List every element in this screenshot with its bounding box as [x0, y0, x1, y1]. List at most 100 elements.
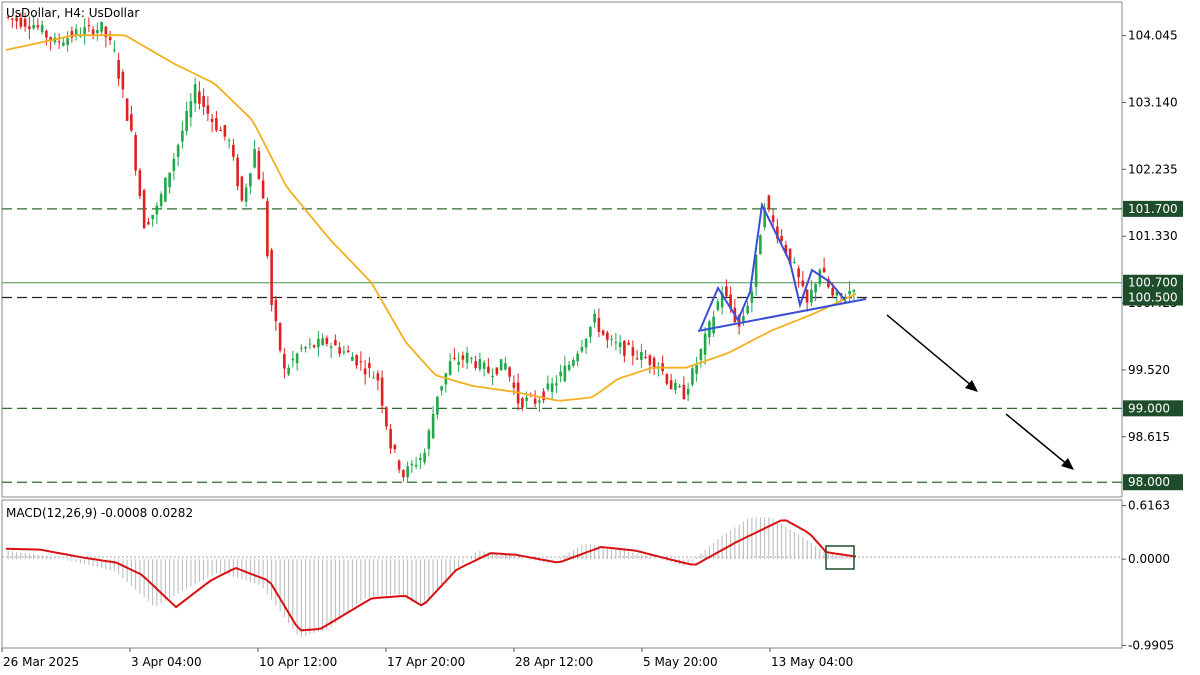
candle-body [427, 430, 431, 449]
candle-body [818, 269, 822, 284]
price-tick-label-2: 102.235 [1128, 162, 1178, 176]
candle-body [550, 383, 554, 392]
candle-body [164, 177, 167, 202]
candle-body [793, 261, 796, 263]
candle-body [419, 458, 422, 461]
candle-body [334, 340, 337, 346]
candle-body [601, 330, 605, 335]
candle-body [36, 25, 40, 28]
candle-body [461, 355, 465, 360]
candle-body [295, 353, 299, 364]
candle-body [113, 49, 116, 51]
candle-body [236, 157, 239, 187]
level-badge-label-2: 100.500 [1128, 291, 1178, 305]
forecast-arrow-2-head [1061, 458, 1074, 470]
candle-body [465, 352, 469, 363]
candle-body [810, 289, 813, 303]
forecast-arrows [886, 314, 1074, 470]
candle-body [202, 96, 205, 107]
candle-body [372, 377, 375, 379]
time-tick-label-1: 3 Apr 04:00 [131, 655, 202, 669]
candle-body [831, 287, 834, 296]
candle-body [346, 350, 350, 353]
candle-body [644, 357, 647, 359]
candle-body [342, 351, 346, 353]
candle-body [686, 388, 690, 395]
candle-body [457, 361, 460, 365]
candle-body [801, 280, 805, 287]
macd-tick-label-1: 0.0000 [1128, 552, 1170, 566]
candle-body [151, 214, 154, 220]
level-badge-2 [1123, 289, 1183, 306]
candle-body [567, 364, 571, 370]
candle-body [478, 359, 482, 370]
candle-body [32, 24, 35, 29]
candle-body [308, 343, 312, 345]
level-badge-0 [1123, 200, 1183, 217]
level-badge-label-3: 99.000 [1128, 401, 1170, 415]
candle-body [210, 118, 214, 122]
candle-body [300, 347, 303, 349]
candle-body [652, 358, 656, 369]
candle-body [767, 195, 771, 210]
candle-body [487, 366, 490, 373]
candle-body [635, 358, 639, 360]
candle-body [512, 382, 516, 388]
time-tick-label-4: 28 Apr 12:00 [515, 655, 593, 669]
candle-body [287, 367, 290, 375]
candle-body [491, 376, 494, 378]
candle-body [835, 291, 839, 296]
candle-body [283, 354, 286, 369]
horizontal-levels [2, 208, 1122, 483]
candle-body [215, 118, 218, 131]
candle-body [312, 345, 316, 348]
candle-body [631, 347, 635, 356]
macd-axis: 0.6163 0.0000 -0.9905 [1122, 499, 1174, 652]
candle-body [397, 460, 401, 470]
candle-body [130, 114, 133, 131]
candle-body [725, 286, 728, 297]
candle-body [389, 429, 392, 449]
candle-body [244, 187, 248, 202]
forecast-arrow-1-head [965, 380, 978, 392]
candle-body [784, 244, 788, 254]
macd-pane-frame [1, 499, 1123, 649]
time-tick-label-0: 26 Mar 2025 [3, 655, 79, 669]
candle-body [559, 371, 562, 377]
candle-body [257, 151, 261, 180]
forecast-arrow-2 [1005, 413, 1069, 466]
candle-body [402, 470, 405, 478]
candle-body [355, 355, 358, 366]
candle-body [147, 221, 150, 225]
candle-body [227, 140, 231, 142]
candle-body [780, 235, 783, 241]
candle-body [627, 342, 630, 345]
candle-body [414, 464, 418, 467]
forecast-arrow-1 [886, 314, 973, 387]
candle-body [771, 215, 775, 223]
candle-body [193, 84, 197, 104]
candle-body [138, 170, 142, 197]
level-badge-4 [1123, 474, 1183, 491]
candle-body [321, 338, 324, 345]
candle-body [240, 176, 244, 201]
candle-body [176, 144, 180, 157]
candle-body [40, 25, 44, 33]
head-shoulders-pattern [697, 201, 867, 332]
candle-body [223, 125, 227, 137]
candle-body [436, 396, 439, 415]
level-badge-label-1: 100.700 [1128, 276, 1178, 290]
candle-body [640, 352, 643, 360]
candle-body [363, 368, 367, 375]
candle-body [759, 235, 762, 255]
price-tick-label-3: 101.330 [1128, 229, 1178, 243]
time-axis: 26 Mar 2025 3 Apr 04:00 10 Apr 12:00 17 Apr… [1, 648, 853, 669]
candle-body [750, 291, 754, 303]
candle-body [249, 173, 252, 187]
candle-body [499, 359, 503, 371]
level-badge-label-0: 101.700 [1128, 202, 1178, 216]
candle-body [508, 367, 511, 377]
candle-body [521, 398, 524, 408]
